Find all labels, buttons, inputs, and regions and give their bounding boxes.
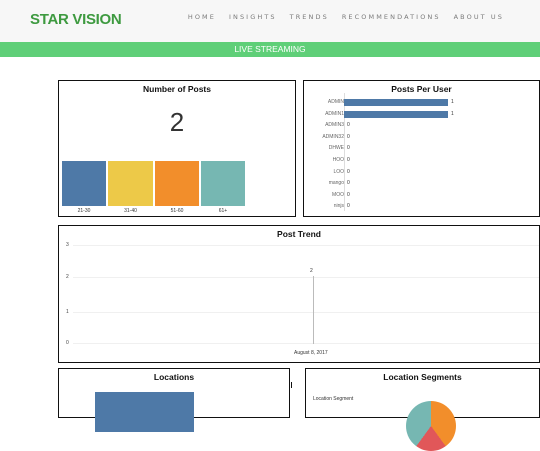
- nav-recommendations[interactable]: RECOMMENDATIONS: [341, 13, 441, 21]
- age-group-label: 61+: [218, 208, 228, 214]
- user-bar-row[interactable]: mango 0: [304, 179, 539, 188]
- age-group-bar-51-60[interactable]: [155, 161, 199, 206]
- age-group-bar-61-plus[interactable]: [201, 161, 245, 206]
- panel-title: Locations: [153, 372, 195, 382]
- user-value-label: 0: [347, 122, 350, 129]
- panel-title: Post Trend: [277, 229, 321, 239]
- live-streaming-banner[interactable]: LIVE STREAMING: [0, 42, 540, 57]
- user-bar-row[interactable]: ninjs 0: [304, 202, 539, 211]
- trend-data-line[interactable]: [313, 276, 314, 344]
- user-name-label: MOO: [332, 191, 344, 198]
- user-value-label: 0: [347, 191, 350, 198]
- age-group-label: 51-60: [170, 208, 184, 214]
- gridline: [73, 277, 539, 278]
- x-axis-label: August 8, 2017: [294, 350, 328, 356]
- user-value-label: 0: [347, 133, 350, 140]
- user-bar-row[interactable]: MOO 0: [304, 191, 539, 200]
- user-name-label: HOO: [332, 157, 344, 163]
- brand-logo[interactable]: STAR VISION: [30, 11, 122, 28]
- user-bar-row[interactable]: DHWE 0: [304, 144, 539, 153]
- user-bar-row[interactable]: ADMIN1 1: [304, 110, 539, 119]
- axis-line: [344, 93, 345, 211]
- post-count: 2: [169, 107, 185, 137]
- user-value-label: 0: [347, 157, 350, 163]
- top-navbar: STAR VISION HOME INSIGHTS TRENDS RECOMME…: [0, 0, 540, 42]
- user-bar-row[interactable]: ADMIN 1: [304, 98, 539, 107]
- user-name-label: ADMIN1: [325, 110, 344, 117]
- user-bar-row[interactable]: HOO 0: [304, 156, 539, 165]
- user-value-label: 0: [347, 145, 350, 152]
- y-tick-label: 0: [66, 340, 69, 346]
- panel-title: Number of Posts: [142, 84, 211, 94]
- main-nav: HOME INSIGHTS TRENDS RECOMMENDATIONS ABO…: [188, 13, 504, 21]
- age-group-label: 21-30: [77, 208, 91, 214]
- user-name-label: DHWE: [328, 145, 344, 152]
- user-name-label: ADMIN3: [325, 122, 344, 129]
- user-name-label: LOO: [333, 168, 344, 175]
- user-bar-row[interactable]: LOO 0: [304, 168, 539, 177]
- user-bar[interactable]: [344, 99, 448, 106]
- legend-title: Location Segment: [313, 396, 354, 402]
- age-group-bar-21-30[interactable]: [62, 161, 106, 206]
- data-label: 2: [310, 268, 313, 274]
- user-bar[interactable]: [344, 110, 448, 118]
- nav-about-us[interactable]: ABOUT US: [453, 13, 504, 21]
- user-bar-row[interactable]: ADMIN3 0: [304, 121, 539, 130]
- user-value-label: 0: [347, 203, 350, 210]
- gridline: [73, 343, 539, 344]
- post-trend-panel: Post Trend 3 2 1 0 2 August 8, 2017: [58, 225, 540, 363]
- nav-trends[interactable]: TRENDS: [289, 13, 329, 21]
- user-bar-row[interactable]: ADMIN32 0: [304, 133, 539, 142]
- gridline: [73, 312, 539, 313]
- locations-panel: Locations: [58, 368, 290, 432]
- user-name-label: ninjs: [333, 203, 344, 210]
- panel-title: Posts Per User: [391, 84, 452, 94]
- user-name-label: mango: [328, 180, 344, 187]
- nav-home[interactable]: HOME: [187, 13, 216, 21]
- y-tick-label: 2: [66, 274, 69, 280]
- y-tick-label: 3: [66, 242, 69, 248]
- user-name-label: ADMIN32: [322, 133, 344, 140]
- segment-pie-chart[interactable]: [406, 401, 456, 451]
- user-value-label: 0: [347, 168, 350, 175]
- panel-title: Location Segments: [383, 372, 462, 382]
- nav-insights[interactable]: INSIGHTS: [228, 13, 277, 21]
- user-value-label: 1: [451, 110, 454, 117]
- location-segments-panel: Location Segments Location Segment: [305, 368, 540, 451]
- user-value-label: 0: [347, 180, 350, 187]
- y-tick-label: 1: [66, 309, 69, 315]
- user-name-label: ADMIN: [327, 99, 344, 105]
- location-bar[interactable]: [95, 392, 194, 432]
- gridline: [73, 245, 539, 246]
- posts-per-user-panel: Posts Per User ADMIN 1 ADMIN1 1 ADMIN3 0 ADMIN…: [303, 80, 540, 217]
- user-value-label: 1: [451, 99, 454, 105]
- age-group-label: 31-40: [124, 208, 137, 214]
- divider: [291, 382, 292, 388]
- age-group-bar-31-40[interactable]: [108, 161, 153, 206]
- number-of-posts-panel: Number of Posts 2 21-30 31-40 51-60 61+: [58, 80, 296, 217]
